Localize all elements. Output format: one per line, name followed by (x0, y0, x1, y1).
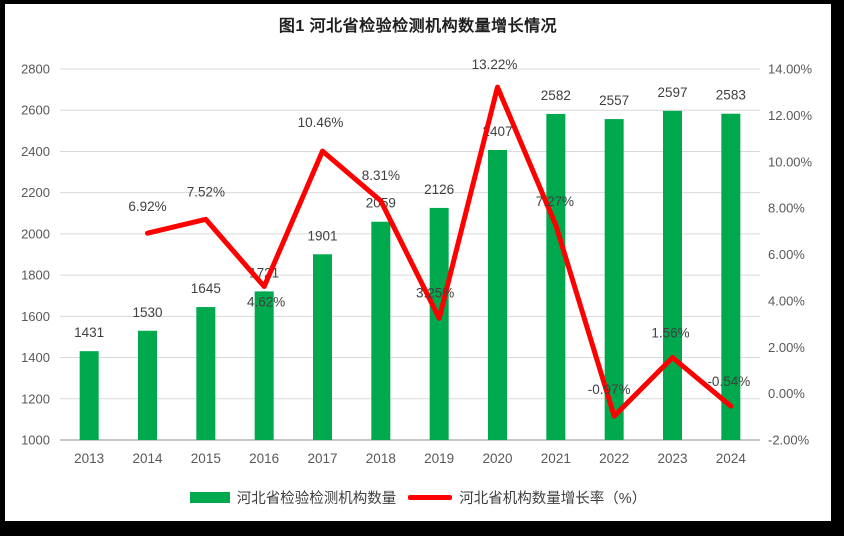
x-axis-year-label: 2015 (191, 451, 221, 466)
bar-value-label: 2583 (716, 88, 746, 103)
left-axis-tick-label: 1000 (21, 433, 50, 448)
left-axis-tick-label: 1200 (21, 391, 50, 406)
left-axis-tick-label: 2200 (21, 185, 50, 200)
x-axis-year-label: 2019 (424, 451, 454, 466)
institution-count-bar (663, 110, 682, 441)
growth-rate-label: 13.22% (472, 57, 518, 72)
bar-value-label: 1530 (132, 305, 162, 320)
institution-count-bar (138, 330, 157, 440)
legend-item-bar-series: 河北省检验检测机构数量 (189, 487, 397, 508)
institution-count-bar (79, 351, 99, 440)
right-axis-tick-label: 12.00% (768, 108, 813, 123)
bar-value-label: 1901 (307, 228, 337, 243)
line-series-swatch (408, 495, 453, 500)
growth-rate-label: 7.52% (187, 184, 225, 199)
bar-series-legend-label: 河北省检验检测机构数量 (236, 491, 397, 507)
institution-count-bar (429, 207, 449, 440)
institution-count-bar (546, 113, 566, 440)
x-axis-year-label: 2020 (482, 451, 512, 466)
institution-count-bar (604, 119, 624, 441)
bar-value-label: 1431 (74, 325, 104, 340)
growth-rate-label: 8.31% (362, 168, 400, 183)
x-axis-year-label: 2018 (366, 451, 396, 466)
x-axis-year-label: 2021 (541, 451, 571, 466)
growth-rate-label: 6.92% (128, 199, 166, 214)
growth-rate-label: -0.54% (707, 374, 750, 389)
left-axis-tick-label: 1600 (21, 309, 50, 324)
institution-count-bar (313, 254, 332, 440)
left-axis-tick-label: 1400 (21, 350, 50, 365)
combo-chart: 2800 2600 2400 2200 2000 1800 1600 1400 1200 1000… (21, 57, 813, 466)
x-axis-year-label: 2024 (716, 451, 747, 466)
growth-rate-label: 10.46% (298, 115, 344, 130)
x-axis-year-label: 2023 (657, 451, 687, 466)
institution-count-bar (371, 221, 391, 440)
growth-rate-line (145, 84, 734, 419)
chart-title: 图1 河北省检验检测机构数量增长情况 (278, 18, 558, 35)
left-axis-tick-label: 2600 (21, 103, 50, 118)
bar-series-swatch (189, 492, 230, 503)
left-axis-tick-label: 2800 (21, 62, 50, 77)
growth-rate-label: 3.25% (416, 285, 454, 300)
left-axis-tick-label: 2000 (21, 226, 50, 241)
bar-value-label: 2126 (424, 182, 454, 197)
right-axis-tick-label: 6.00% (768, 247, 805, 262)
bar-value-label: 1645 (191, 281, 221, 296)
right-axis-tick-label: 2.00% (768, 340, 805, 355)
bar-value-label: 2407 (482, 124, 512, 139)
bar-value-label: 2582 (541, 88, 571, 103)
chart-legend: 河北省检验检测机构数量 河北省机构数量增长率（%） (5, 487, 831, 508)
chart-canvas: 图1 河北省检验检测机构数量增长情况 2800 2600 2400 2200 2000 1… (5, 4, 831, 521)
x-axis-year-label: 2013 (74, 451, 104, 466)
right-axis-tick-label: 14.00% (768, 62, 813, 77)
bar-value-label: 2597 (657, 85, 687, 100)
growth-rate-label: 4.62% (247, 294, 285, 309)
left-axis-tick-label: 1800 (21, 268, 50, 283)
right-axis-tick-label: 8.00% (768, 201, 805, 216)
legend-item-line-series: 河北省机构数量增长率（%） (408, 487, 646, 508)
line-series-legend-label: 河北省机构数量增长率（%） (459, 491, 647, 507)
left-axis-tick-label: 2400 (21, 144, 50, 159)
institution-count-bar (488, 150, 507, 441)
growth-rate-label: 7.27% (536, 194, 574, 209)
institution-count-bar (196, 307, 216, 440)
right-axis-tick-label: 4.00% (768, 293, 805, 308)
x-axis-year-label: 2017 (307, 451, 337, 466)
institution-count-bar (254, 291, 274, 440)
right-axis-tick-label: -2.00% (768, 433, 810, 448)
bar-value-label: 2557 (599, 93, 629, 108)
x-axis-year-label: 2014 (132, 451, 163, 466)
institution-count-bar (721, 113, 741, 441)
x-axis-year-label: 2016 (249, 451, 279, 466)
right-axis-tick-label: 0.00% (768, 386, 805, 401)
growth-rate-label: 1.56% (651, 325, 689, 340)
growth-rate-label: -0.97% (588, 382, 631, 397)
right-axis-tick-label: 10.00% (768, 154, 813, 169)
x-axis-year-label: 2022 (599, 451, 629, 466)
